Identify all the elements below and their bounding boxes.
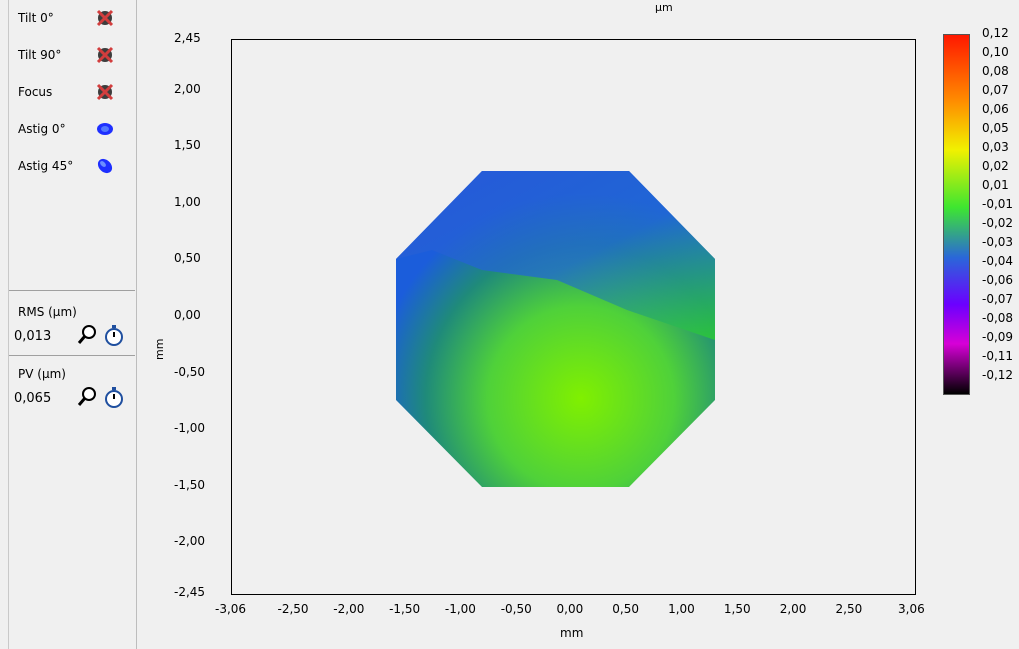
y-tick-label: 0,00: [174, 308, 201, 322]
colorbar-label: -0,09: [982, 330, 1014, 344]
term-label: Tilt 90°: [18, 48, 62, 62]
x-tick-label: -2,50: [277, 602, 309, 616]
term-row-2[interactable]: Focus: [18, 80, 116, 104]
colorbar-label: -0,12: [982, 368, 1014, 382]
colorbar-label: -0,02: [982, 216, 1014, 230]
disabled-term-icon[interactable]: [94, 7, 116, 29]
rms-value: 0,013: [14, 329, 52, 344]
colorbar-label: 0,06: [982, 102, 1009, 116]
stopwatch-icon[interactable]: [102, 385, 126, 409]
y-tick-label: 1,00: [174, 194, 201, 209]
term-label: Astig 45°: [18, 159, 74, 173]
x-tick-label: -3,06: [215, 602, 247, 616]
wavefront-upper-region: [396, 171, 715, 340]
y-tick-label: -1,00: [174, 421, 206, 436]
astig-45-icon[interactable]: [94, 155, 116, 177]
colorbar-label: -0,08: [982, 311, 1014, 325]
colorbar-label: 0,01: [982, 178, 1009, 192]
zoom-magnifier-icon[interactable]: [76, 323, 100, 347]
x-tick-label: -1,00: [444, 602, 476, 616]
x-tick-label: 1,50: [723, 602, 751, 616]
term-row-0[interactable]: Tilt 0°: [18, 6, 116, 30]
x-tick-label: 2,50: [835, 602, 863, 616]
colorbar-label: -0,07: [982, 292, 1014, 306]
y-axis-label: mm: [153, 338, 166, 360]
colorbar-label: 0,07: [982, 83, 1009, 97]
pv-title: PV (µm): [18, 367, 66, 381]
x-tick-label: -1,50: [389, 602, 421, 616]
disabled-term-icon[interactable]: [94, 44, 116, 66]
y-tick-label: 1,50: [174, 138, 201, 153]
term-row-1[interactable]: Tilt 90°: [18, 43, 116, 67]
stopwatch-icon[interactable]: [102, 323, 126, 347]
colorbar-label: -0,06: [982, 273, 1014, 287]
x-tick-label: 0,50: [612, 602, 640, 616]
colorbar-label: 0,02: [982, 159, 1009, 173]
x-tick-label: -0,50: [500, 602, 532, 616]
term-label: Astig 0°: [18, 122, 66, 136]
term-row-3[interactable]: Astig 0°: [18, 117, 116, 141]
left-border-strip: [0, 0, 9, 649]
term-label: Focus: [18, 85, 53, 99]
colorbar-label: 0,12: [982, 26, 1009, 40]
colorbar-label: -0,03: [982, 235, 1014, 249]
y-tick-label: 2,00: [174, 81, 201, 96]
y-tick-label: -0,50: [174, 364, 206, 379]
y-tick-label: -1,50: [174, 477, 206, 492]
x-axis-label: mm: [560, 626, 584, 640]
rms-title: RMS (µm): [18, 305, 77, 319]
panel-separator: [9, 355, 135, 356]
plot-area: [231, 39, 916, 595]
disabled-term-icon[interactable]: [94, 81, 116, 103]
panel-separator: [9, 290, 135, 291]
astig-0-icon[interactable]: [94, 118, 116, 140]
colorbar-label: 0,10: [982, 45, 1009, 59]
colorbar-label: -0,01: [982, 197, 1014, 211]
colorbar-label: -0,04: [982, 254, 1014, 268]
colorbar: [943, 34, 970, 395]
term-row-4[interactable]: Astig 45°: [18, 154, 116, 178]
colorbar-label: -0,11: [982, 349, 1014, 363]
pv-value: 0,065: [14, 391, 52, 406]
y-tick-label: 0,50: [174, 251, 201, 266]
y-tick-label: -2,45: [174, 585, 206, 599]
heatmap-svg: [396, 171, 715, 487]
term-label: Tilt 0°: [18, 11, 54, 25]
colorbar-label: 0,05: [982, 121, 1009, 135]
x-tick-label: 1,00: [668, 602, 695, 616]
x-tick-label: 3,06: [898, 602, 925, 616]
y-tick-label: -2,00: [174, 534, 206, 549]
plot-title: µm: [655, 1, 673, 14]
colorbar-label: 0,08: [982, 64, 1009, 78]
x-tick-label: 0,00: [556, 602, 584, 616]
zernike-terms-panel: [9, 0, 137, 649]
x-tick-label: 2,00: [779, 602, 807, 616]
y-tick-label: 2,45: [174, 31, 201, 45]
colorbar-label: 0,03: [982, 140, 1009, 154]
x-tick-label: -2,00: [333, 602, 365, 616]
zoom-magnifier-icon[interactable]: [76, 385, 100, 409]
